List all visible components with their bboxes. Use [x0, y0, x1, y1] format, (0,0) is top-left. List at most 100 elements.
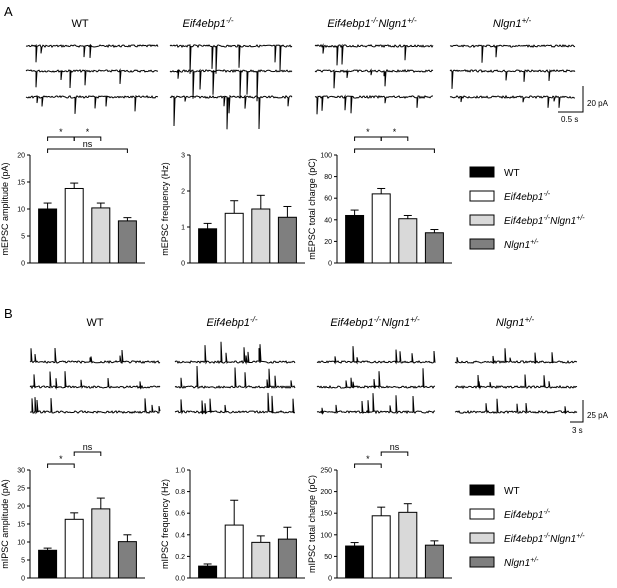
legend-swatch — [469, 532, 495, 544]
bar — [424, 232, 444, 264]
significance-label: * — [366, 454, 370, 464]
legend-label: Eif4ebp1-/- — [504, 191, 551, 203]
panel-b-title-eif4ebp1: Eif4ebp1-/- — [207, 315, 258, 329]
significance-bracket — [47, 463, 75, 468]
y-tick-label: 1 — [181, 225, 185, 232]
panel-a-scale-time: 0.5 s — [561, 115, 578, 124]
panel-a-title-eif4ebp1: Eif4ebp1-/- — [183, 16, 234, 30]
y-tick-label: 0.4 — [175, 532, 185, 539]
bar — [398, 511, 418, 579]
legend-swatch — [469, 214, 495, 226]
y-tick-label: 20 — [17, 153, 25, 160]
y-tick-label: 0.8 — [175, 489, 185, 496]
significance-label: ns — [83, 442, 93, 452]
bar-charts: 0 5 10 15 20 mEPSC amplitude (pA) * * ns 0 1 2 3 mEPS… — [0, 127, 452, 583]
y-tick-label: 80 — [324, 174, 332, 181]
y-tick-label: 15 — [17, 180, 25, 187]
y-tick-label: 0.6 — [175, 511, 185, 518]
bar — [38, 549, 58, 579]
panel-b-scale-bar: 25 pA 3 s — [570, 400, 609, 435]
y-tick-label: 0 — [21, 576, 25, 583]
significance-label: * — [59, 454, 63, 464]
panel-b-trace — [454, 374, 578, 390]
bar — [224, 524, 244, 579]
panel-a-trace — [314, 68, 434, 89]
bar — [91, 207, 111, 264]
panel-b-trace — [174, 365, 296, 389]
y-tick-label: 100 — [320, 532, 332, 539]
panel-b-title-eif4ebp1-nlgn1: Eif4ebp1-/-Nlgn1+/- — [330, 315, 420, 329]
significance-label: ns — [390, 442, 400, 452]
bar-chart: 0 5 10 15 20 mEPSC amplitude (pA) * * ns — [0, 127, 145, 268]
bar — [345, 545, 365, 579]
y-tick-label: 50 — [324, 554, 332, 561]
bar — [277, 216, 297, 264]
panel-a-trace — [25, 43, 159, 63]
panel-a-trace — [314, 94, 433, 115]
panel-b-scale-time: 3 s — [572, 426, 583, 435]
y-tick-label: 0 — [181, 261, 185, 268]
significance-label: * — [59, 127, 63, 137]
panel-a-trace — [169, 44, 293, 74]
y-tick-label: 25 — [17, 486, 25, 493]
y-axis-label: mEPSC frequency (Hz) — [160, 162, 170, 256]
y-tick-label: 200 — [320, 489, 332, 496]
legend-label: Eif4ebp1-/-Nlgn1+/- — [504, 533, 585, 545]
panel-b-traces — [29, 341, 578, 415]
significance-bracket — [354, 136, 382, 141]
legend-swatch — [469, 508, 495, 520]
panel-b-title-wt: WT — [86, 317, 103, 329]
panel-a-traces — [25, 43, 576, 130]
y-tick-label: 0 — [328, 261, 332, 268]
panel-b-trace — [316, 393, 436, 415]
significance-bracket — [354, 463, 382, 468]
bar — [198, 228, 218, 264]
panel-b-trace — [174, 392, 295, 415]
significance-label: * — [86, 127, 90, 137]
panel-a-trace — [169, 68, 293, 102]
bar — [38, 208, 58, 264]
legend-label: WT — [504, 168, 520, 179]
bar — [424, 544, 444, 579]
y-axis-label: mEPSC total charge (pC) — [307, 158, 317, 260]
bar-chart: 0.0 0.2 0.4 0.6 0.8 1.0 mIPSC frequency (Hz) — [160, 468, 305, 583]
bar — [64, 518, 84, 579]
y-tick-label: 20 — [17, 504, 25, 511]
significance-bracket — [354, 148, 435, 153]
significance-bracket — [73, 451, 102, 456]
panel-a-scale-amplitude: 20 pA — [587, 99, 609, 108]
panel-b-trace — [29, 371, 161, 390]
significance-bracket — [73, 136, 102, 141]
y-axis-label: mIPSC amplitude (pA) — [0, 479, 10, 569]
legend-swatch — [469, 166, 495, 178]
panel-a-trace — [449, 94, 576, 108]
panel-b-trace — [316, 368, 436, 390]
significance-bracket — [380, 451, 409, 456]
bar — [398, 218, 418, 264]
legend-swatch — [469, 190, 495, 202]
panel-a-title-nlgn1: Nlgn1+/- — [493, 16, 532, 30]
panel-a-trace — [449, 69, 576, 89]
y-tick-label: 40 — [324, 217, 332, 224]
legend-swatch — [469, 484, 495, 496]
panel-b-trace — [174, 341, 296, 365]
panel-a-trace — [314, 43, 434, 66]
legend-label: WT — [504, 486, 520, 497]
bar — [371, 515, 391, 579]
panel-a-scale-bar: 20 pA 0.5 s — [558, 86, 609, 124]
y-tick-label: 10 — [17, 207, 25, 214]
bar — [64, 187, 84, 264]
bar — [224, 212, 244, 264]
y-tick-label: 100 — [320, 153, 332, 160]
y-tick-label: 0.2 — [175, 554, 185, 561]
panel-a-trace — [449, 44, 576, 63]
y-tick-label: 0 — [21, 261, 25, 268]
bar-chart: 0 1 2 3 mEPSC frequency (Hz) — [160, 153, 305, 268]
panel-a-legend: WT Eif4ebp1-/- Eif4ebp1-/-Nlgn1+/- Nlgn1+/- — [469, 166, 585, 251]
bar — [91, 508, 111, 579]
panel-b-trace — [29, 397, 161, 415]
bar — [198, 565, 218, 579]
y-axis-label: mEPSC amplitude (pA) — [0, 162, 10, 255]
